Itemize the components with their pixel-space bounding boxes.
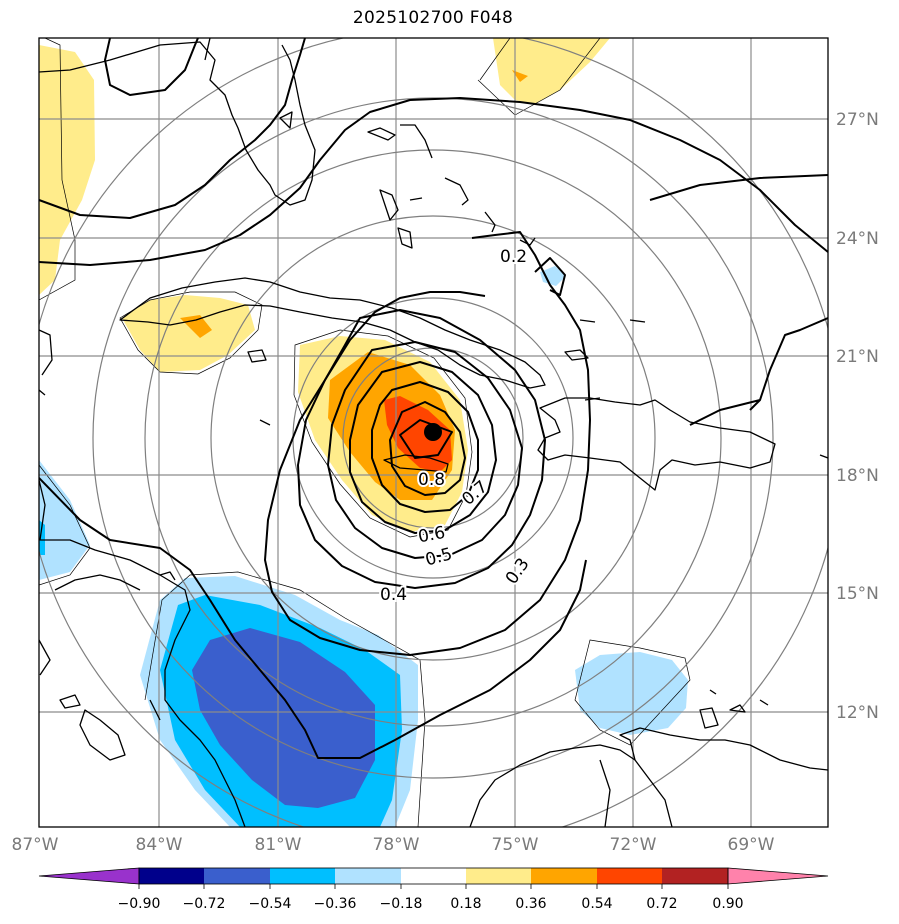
colorbar-tick-label: −0.90	[118, 896, 161, 912]
lon-tick-label: 69°W	[728, 835, 775, 855]
lon-tick-label: 81°W	[255, 835, 302, 855]
colorbar-segment	[204, 868, 270, 884]
contour-label: 0.6	[417, 523, 447, 547]
colorbar-segment	[139, 868, 204, 884]
positive-anomaly-region	[512, 70, 528, 82]
contour-line	[39, 38, 306, 219]
colorbar-extend-high	[727, 867, 829, 885]
contour-line	[689, 317, 828, 426]
colorbar-tick-label: 0.36	[515, 896, 546, 912]
colorbar-segment	[531, 868, 597, 884]
lat-tick-label: 18°N	[836, 466, 879, 486]
colorbar-segment	[466, 868, 531, 884]
contour-line	[389, 401, 466, 496]
latitude-tick-labels: 27°N 24°N 21°N 18°N 15°N 12°N	[836, 110, 879, 723]
contour-line	[649, 174, 828, 201]
lat-tick-label: 12°N	[836, 703, 879, 723]
contour-label: 0.5	[423, 544, 454, 570]
map-title: 2025102700 F048	[352, 8, 514, 28]
colorbar-tick-label: 0.90	[712, 896, 743, 912]
colorbar-segment	[597, 868, 662, 884]
lon-tick-label: 75°W	[492, 835, 539, 855]
colorbar-segment	[662, 868, 728, 884]
contour-label: 0.2	[500, 247, 527, 267]
contour-line	[104, 38, 199, 96]
negative-anomaly-region	[39, 460, 90, 580]
colorbar-tick-label: −0.36	[314, 896, 357, 912]
contour-line	[534, 257, 566, 296]
colorbar-tick-label: −0.18	[380, 896, 423, 912]
positive-anomaly-region	[122, 295, 255, 372]
colorbar-frame	[138, 867, 729, 885]
lat-tick-label: 27°N	[836, 110, 879, 130]
contour-label: 0.3	[502, 554, 534, 588]
contour-line	[39, 477, 587, 759]
positive-anomaly-region	[493, 38, 610, 104]
negative-anomaly-region	[192, 628, 375, 808]
colorbar-tick-label: 0.18	[450, 896, 481, 912]
lon-tick-label: 72°W	[610, 835, 657, 855]
contour-line	[264, 231, 591, 656]
contour-line	[297, 309, 546, 589]
contour-line	[399, 419, 453, 459]
graticule-grid	[39, 38, 828, 827]
colorbar-segment	[401, 868, 466, 884]
positive-anomaly-region	[39, 45, 95, 295]
colorbar-tick-label: 0.72	[646, 896, 677, 912]
colorbar-tick-label: −0.54	[249, 896, 292, 912]
lat-tick-label: 21°N	[836, 347, 879, 367]
colorbar-tick-label: 0.54	[581, 896, 612, 912]
plot-frame	[38, 37, 829, 828]
negative-anomaly-region	[540, 266, 566, 286]
colorbar: −0.90 −0.72 −0.54 −0.36 −0.18 0.18 0.36 …	[38, 867, 829, 912]
positive-anomaly-region	[180, 315, 212, 338]
lon-tick-label: 78°W	[373, 835, 420, 855]
negative-anomaly-region	[575, 652, 688, 735]
lon-tick-label: 84°W	[136, 835, 183, 855]
negative-anomaly-region	[39, 520, 45, 555]
colorbar-segment	[335, 868, 401, 884]
bold-contours	[39, 38, 828, 759]
contour-label: 0.8	[418, 470, 445, 490]
longitude-tick-labels: 87°W 84°W 81°W 78°W 75°W 72°W 69°W	[12, 835, 775, 855]
storm-center-marker	[424, 423, 442, 441]
contour-line	[327, 341, 523, 559]
coastlines	[39, 38, 828, 827]
colorbar-extend-low	[38, 867, 140, 885]
contour-line	[39, 97, 828, 266]
colorbar-segment	[270, 868, 335, 884]
colorbar-tick-label: −0.72	[183, 896, 226, 912]
contour-line	[371, 381, 479, 513]
shaded-anomaly-fields	[39, 38, 688, 827]
lat-tick-label: 15°N	[836, 584, 879, 604]
contour-label: 0.4	[380, 585, 407, 605]
lat-tick-label: 24°N	[836, 229, 879, 249]
lon-tick-label: 87°W	[12, 835, 59, 855]
contour-line	[349, 361, 497, 534]
